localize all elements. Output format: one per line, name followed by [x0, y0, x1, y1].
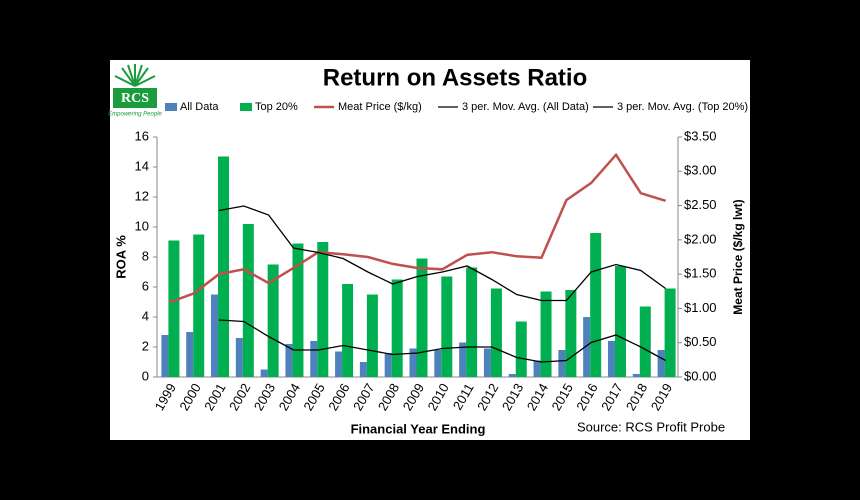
- legend-label: All Data: [180, 101, 219, 113]
- line: [218, 319, 666, 363]
- chart-title: Return on Assets Ratio: [323, 64, 587, 91]
- bar: [310, 341, 318, 377]
- y2-tick-label: $0.00: [684, 368, 717, 383]
- bar: [459, 342, 467, 377]
- y-tick-label: 10: [135, 218, 149, 233]
- line: [168, 152, 666, 304]
- y-tick-label: 0: [142, 368, 149, 383]
- y2-tick-label: $2.50: [684, 197, 717, 212]
- bar: [211, 294, 219, 377]
- source-note: Source: RCS Profit Probe: [577, 419, 725, 434]
- bar: [540, 291, 552, 377]
- bar: [161, 335, 169, 377]
- legend-label: Meat Price ($/kg): [338, 101, 422, 113]
- logo-sun: [114, 64, 156, 87]
- bar: [416, 258, 428, 377]
- y2-tick-label: $2.00: [684, 231, 717, 246]
- y-tick-label: 4: [142, 308, 149, 323]
- legend-swatch: [165, 103, 177, 111]
- bar: [193, 234, 205, 377]
- bar: [366, 294, 378, 377]
- bar: [657, 350, 665, 377]
- chart-panel: [110, 60, 750, 440]
- bar: [335, 351, 343, 377]
- y-tick-label: 12: [135, 188, 149, 203]
- bar: [409, 348, 417, 377]
- bar: [260, 369, 268, 377]
- bar: [483, 348, 491, 377]
- bar: [664, 288, 676, 377]
- y2-tick-label: $3.00: [684, 163, 717, 178]
- bar: [441, 276, 453, 377]
- bar: [583, 317, 591, 377]
- bar: [359, 362, 367, 377]
- bar: [515, 321, 527, 377]
- y2-tick-label: $0.50: [684, 334, 717, 349]
- legend-label: Top 20%: [255, 101, 298, 113]
- y2-tick-label: $1.50: [684, 266, 717, 281]
- bar: [632, 374, 640, 377]
- bar: [186, 332, 194, 377]
- bar: [590, 233, 602, 377]
- bar: [508, 374, 516, 377]
- bar: [242, 224, 254, 377]
- y2-tick-label: $3.50: [684, 128, 717, 143]
- y2-axis-label: Meat Price ($/kg lwt): [731, 199, 745, 314]
- bar: [285, 344, 293, 377]
- line: [218, 205, 666, 302]
- bar: [384, 353, 392, 377]
- bar: [267, 264, 279, 377]
- legend-swatch: [240, 103, 252, 111]
- y-tick-label: 16: [135, 128, 149, 143]
- bar: [614, 266, 626, 377]
- bar: [565, 290, 577, 377]
- bar: [292, 243, 304, 377]
- y2-tick-label: $1.00: [684, 300, 717, 315]
- bar: [533, 360, 541, 377]
- bar: [490, 288, 502, 377]
- y-tick-label: 14: [135, 158, 149, 173]
- bar: [434, 350, 442, 377]
- x-axis-label: Financial Year Ending: [351, 421, 486, 436]
- bar: [607, 341, 615, 377]
- logo-name: RCS: [121, 91, 149, 106]
- bar: [466, 267, 478, 377]
- bar: [218, 156, 230, 377]
- bar: [317, 242, 329, 377]
- bar: [342, 284, 354, 377]
- bar: [235, 338, 243, 377]
- legend-label: 3 per. Mov. Avg. (Top 20%): [617, 101, 748, 113]
- bar: [168, 240, 180, 377]
- y-axis-label: ROA %: [113, 235, 128, 279]
- bar: [391, 279, 403, 377]
- y-tick-label: 6: [142, 278, 149, 293]
- logo-box: [113, 88, 157, 108]
- logo-tagline: Empowering People: [108, 112, 162, 118]
- y-tick-label: 2: [142, 338, 149, 353]
- bar: [558, 350, 566, 377]
- legend-label: 3 per. Mov. Avg. (All Data): [462, 101, 589, 113]
- logo: RCS Empowering People: [108, 61, 163, 119]
- bar: [639, 306, 651, 377]
- y-tick-label: 8: [142, 248, 149, 263]
